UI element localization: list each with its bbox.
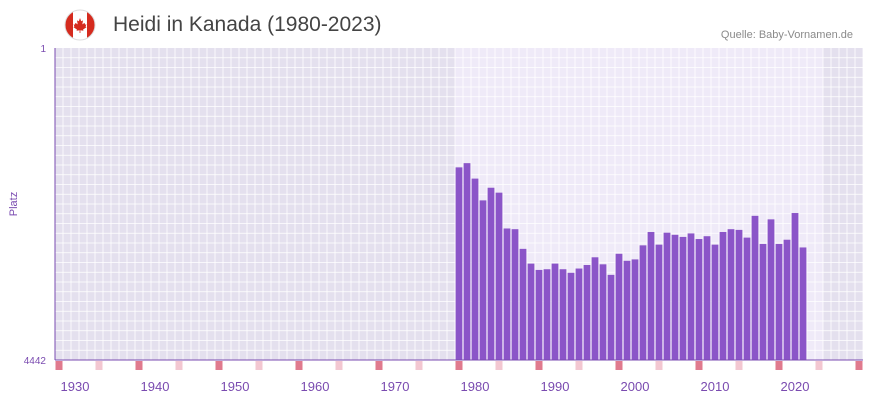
- half-decade-marker: [575, 361, 583, 370]
- x-tick-1980: 1980: [461, 379, 490, 394]
- bar-1980[interactable]: [471, 178, 479, 360]
- bar-2001[interactable]: [639, 245, 647, 360]
- bar-1993[interactable]: [575, 268, 583, 360]
- decade-marker: [215, 361, 223, 370]
- bar-1995[interactable]: [591, 257, 599, 360]
- bar-2008[interactable]: [695, 239, 703, 360]
- decade-marker: [535, 361, 543, 370]
- bar-2014[interactable]: [743, 237, 751, 360]
- half-decade-marker: [815, 361, 823, 370]
- bar-1978[interactable]: [455, 167, 463, 360]
- bar-2003[interactable]: [655, 244, 663, 360]
- bar-1985[interactable]: [511, 229, 519, 360]
- decade-marker: [55, 361, 63, 370]
- bar-2017[interactable]: [767, 219, 775, 360]
- bar-2019[interactable]: [783, 239, 791, 360]
- bar-2012[interactable]: [727, 229, 735, 360]
- decade-marker: [135, 361, 143, 370]
- bar-2000[interactable]: [631, 259, 639, 360]
- half-decade-marker: [735, 361, 743, 370]
- decade-marker: [455, 361, 463, 370]
- x-tick-2020: 2020: [781, 379, 810, 394]
- bar-1988[interactable]: [535, 269, 543, 360]
- decade-marker: [295, 361, 303, 370]
- bar-1983[interactable]: [495, 192, 503, 360]
- half-decade-marker: [255, 361, 263, 370]
- bar-2016[interactable]: [759, 243, 767, 360]
- x-tick-2000: 2000: [621, 379, 650, 394]
- y-axis-label: Platz: [8, 192, 20, 216]
- half-decade-marker: [655, 361, 663, 370]
- bar-2021[interactable]: [799, 247, 807, 360]
- half-decade-marker: [415, 361, 423, 370]
- bar-1990[interactable]: [551, 263, 559, 360]
- bar-2020[interactable]: [791, 213, 799, 360]
- bar-1998[interactable]: [615, 253, 623, 360]
- x-tick-1990: 1990: [541, 379, 570, 394]
- bar-1991[interactable]: [559, 269, 567, 360]
- bar-2018[interactable]: [775, 243, 783, 360]
- bar-2007[interactable]: [687, 233, 695, 360]
- source-credit: Quelle: Baby-Vornamen.de: [720, 29, 853, 41]
- decade-marker: [695, 361, 703, 370]
- x-tick-1940: 1940: [141, 379, 170, 394]
- page-title: Heidi in Kanada (1980-2023): [113, 13, 382, 36]
- decade-marker: [855, 361, 863, 370]
- bar-1984[interactable]: [503, 228, 511, 360]
- bar-1992[interactable]: [567, 272, 575, 360]
- half-decade-marker: [175, 361, 183, 370]
- bar-1994[interactable]: [583, 265, 591, 360]
- decade-marker: [775, 361, 783, 370]
- bar-2002[interactable]: [647, 231, 655, 360]
- bar-1989[interactable]: [543, 269, 551, 360]
- decade-marker: [375, 361, 383, 370]
- bar-2013[interactable]: [735, 229, 743, 360]
- bar-1986[interactable]: [519, 248, 527, 360]
- y-tick-top: 1: [40, 44, 46, 55]
- bar-2004[interactable]: [663, 232, 671, 360]
- decade-marker: [615, 361, 623, 370]
- bar-2005[interactable]: [671, 234, 679, 360]
- canada-flag-icon: [64, 9, 96, 41]
- bar-1982[interactable]: [487, 187, 495, 360]
- x-tick-1970: 1970: [381, 379, 410, 394]
- half-decade-marker: [95, 361, 103, 370]
- bar-1981[interactable]: [479, 200, 487, 360]
- x-tick-1950: 1950: [221, 379, 250, 394]
- bar-1997[interactable]: [607, 274, 615, 360]
- y-tick-bottom: 4442: [24, 356, 47, 367]
- bar-1996[interactable]: [599, 264, 607, 360]
- bar-2015[interactable]: [751, 215, 759, 360]
- half-decade-marker: [335, 361, 343, 370]
- x-tick-1960: 1960: [301, 379, 330, 394]
- bar-1999[interactable]: [623, 260, 631, 360]
- half-decade-marker: [495, 361, 503, 370]
- x-tick-2010: 2010: [701, 379, 730, 394]
- x-tick-1930: 1930: [61, 379, 90, 394]
- bar-1979[interactable]: [463, 163, 471, 360]
- bar-2006[interactable]: [679, 236, 687, 360]
- bar-2010[interactable]: [711, 244, 719, 360]
- bar-2009[interactable]: [703, 236, 711, 360]
- bar-2011[interactable]: [719, 231, 727, 360]
- bar-1987[interactable]: [527, 263, 535, 360]
